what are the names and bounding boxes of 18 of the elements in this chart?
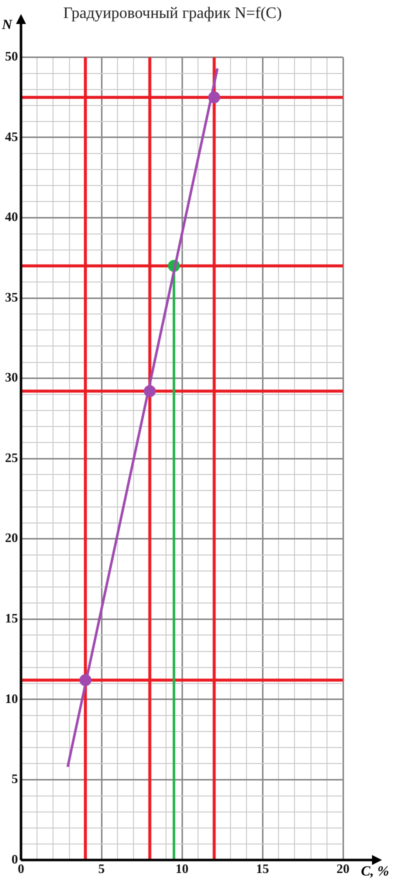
x-tick-label: 15	[256, 861, 270, 876]
y-tick-label: 15	[5, 610, 18, 626]
y-tick-label: 35	[5, 289, 18, 304]
x-tick-label: 20	[336, 861, 350, 876]
y-tick-label: 25	[5, 450, 18, 465]
x-axis-title: C, %	[361, 864, 389, 880]
x-tick-label: 10	[176, 861, 188, 876]
y-tick-label: 10	[5, 690, 18, 706]
y-axis-title: N	[1, 18, 13, 33]
y-tick-label: 45	[5, 128, 18, 144]
x-tick-label: 5	[98, 861, 106, 876]
y-tick-label: 50	[5, 48, 18, 64]
chart-title: Градуировочный график N=f(C)	[63, 4, 282, 22]
y-tick-label: 0	[12, 851, 18, 866]
y-tick-label: 30	[5, 370, 18, 385]
y-tick-label: 40	[5, 209, 18, 224]
y-tick-label: 20	[5, 530, 18, 546]
y-tick-label: 5	[12, 771, 18, 786]
